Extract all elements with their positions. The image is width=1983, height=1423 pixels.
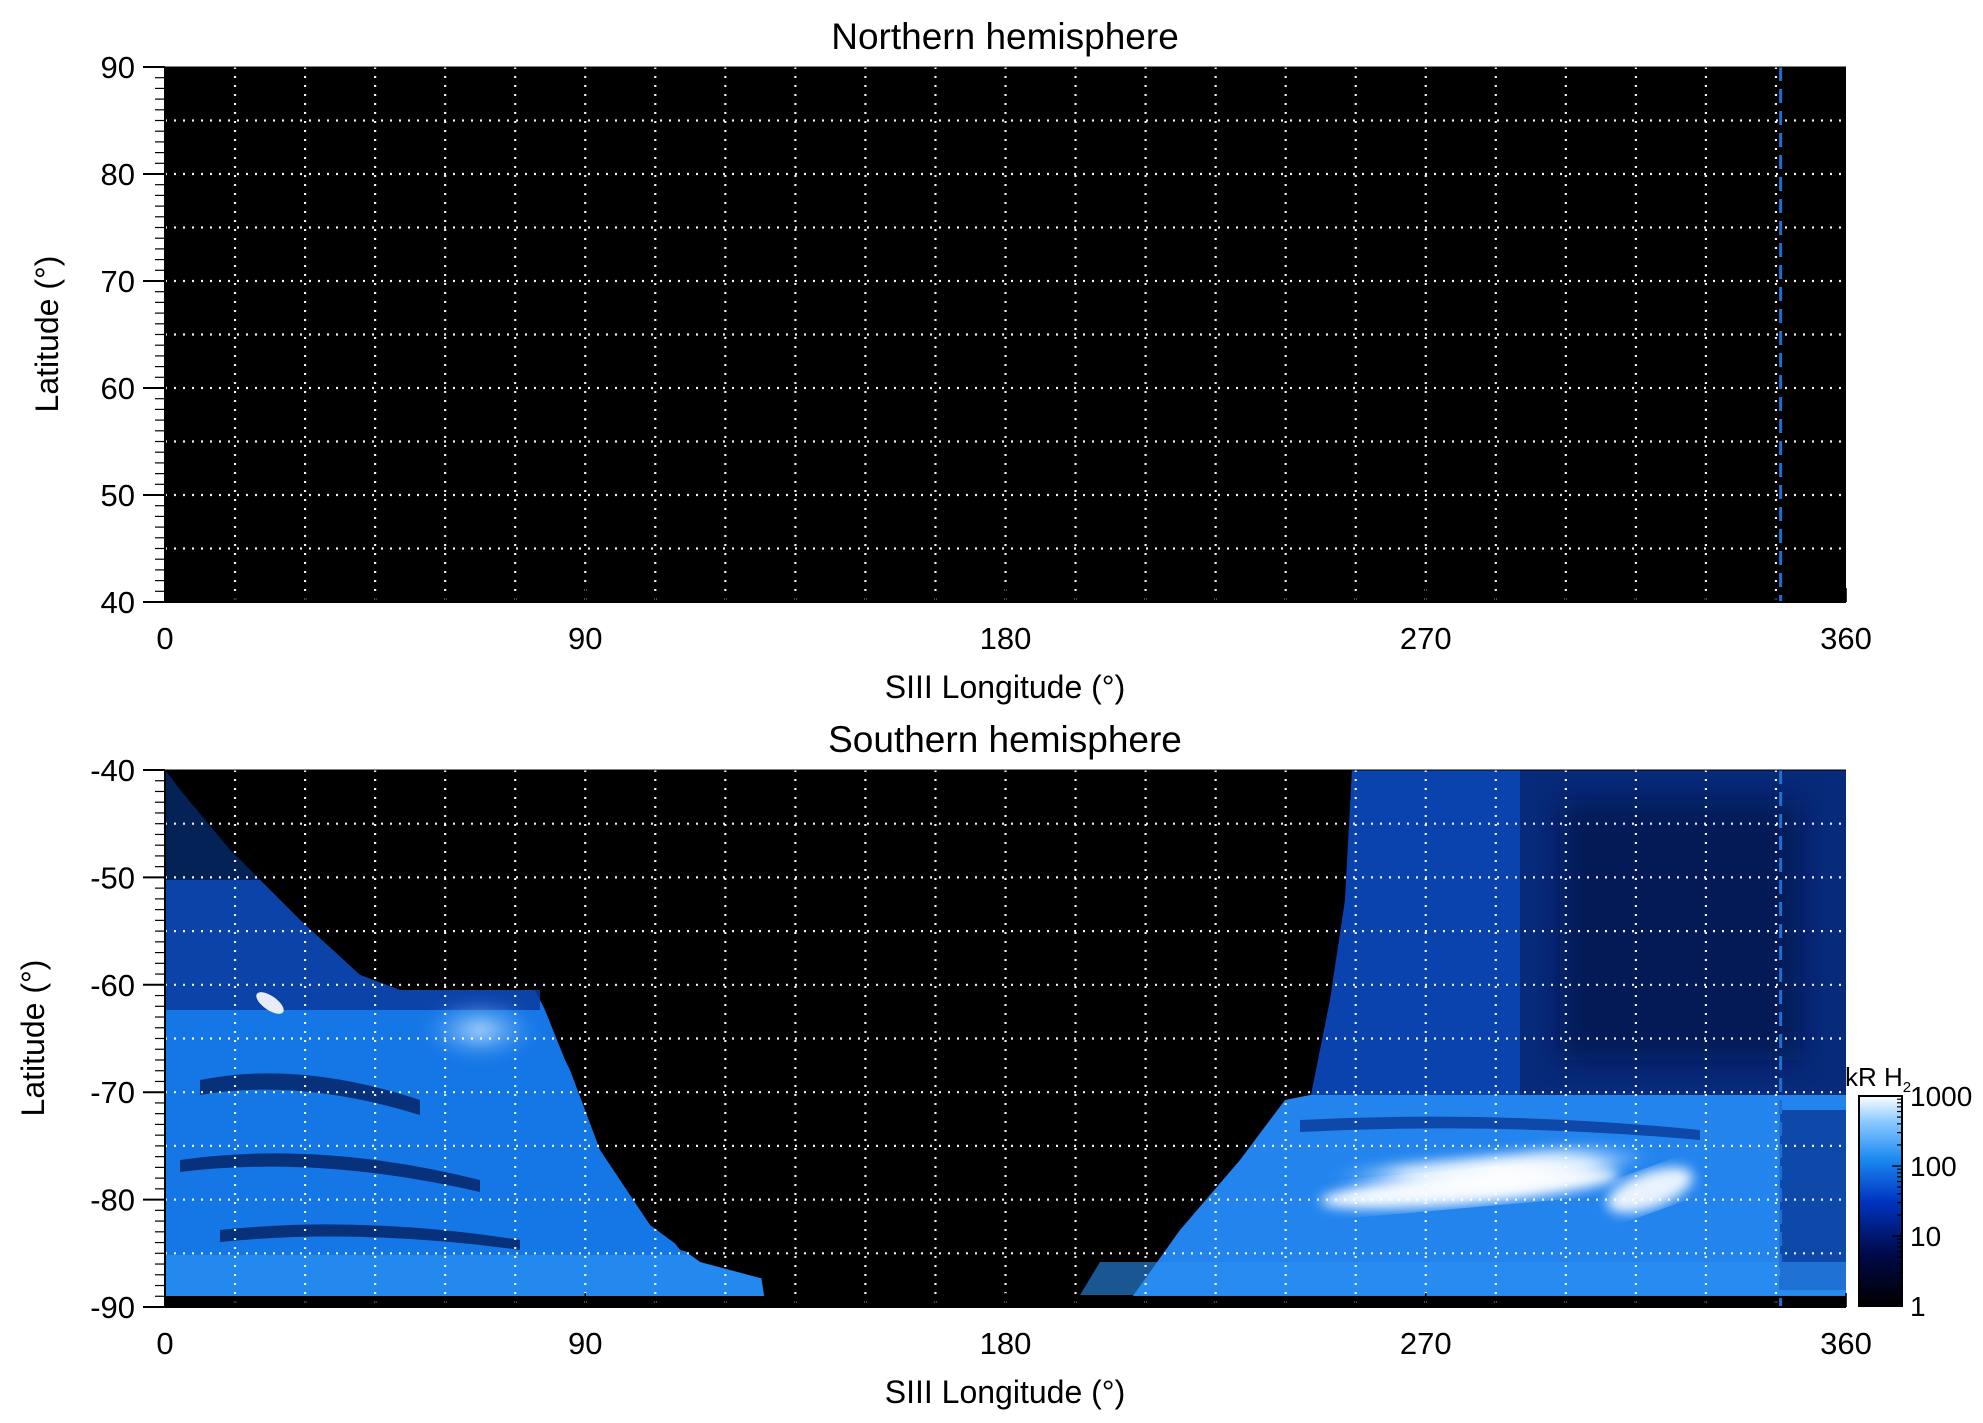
emission-right-darker [1560,800,1800,1060]
north-ylabel: Latitude (°) [29,256,65,413]
south-axes: -40 -50 -60 -70 -80 -90 0 90 180 270 360 [90,753,1872,1361]
south-xlabel: SIII Longitude (°) [885,1374,1125,1410]
north-xtick-label: 270 [1400,621,1452,656]
emission-left-fade [165,770,260,880]
south-xtick-label: 90 [568,1326,602,1361]
north-xtick-label: 0 [156,621,173,656]
south-xtick-label: 360 [1820,1326,1872,1361]
north-xtick-label: 180 [980,621,1032,656]
south-ytick-label: -40 [90,753,135,788]
north-ytick-label: 40 [101,585,135,620]
colorbar-label-sub: 2 [1903,1079,1911,1096]
emission-left-dark-streaks [180,1073,520,1250]
south-xtick-label: 270 [1400,1326,1452,1361]
emission-left-upper [165,770,540,1010]
north-ytick-label: 80 [101,157,135,192]
south-ytick-label: -60 [90,968,135,1003]
emission-right-core [1320,1167,1620,1209]
colorbar-tick-label: 10 [1910,1221,1941,1252]
colorbar-tick-label: 1000 [1910,1081,1972,1112]
south-ylabel: Latitude (°) [15,960,51,1117]
south-grid [165,770,1846,1307]
south-xtick-label: 0 [156,1326,173,1361]
limb-shadow [540,770,1352,1280]
south-xtick-label: 180 [980,1326,1032,1361]
north-ytick-label: 90 [101,50,135,85]
colorbar-label-main: kR H [1845,1062,1903,1092]
north-title: Northern hemisphere [831,16,1179,57]
emission-bottom-band [1080,1262,1846,1295]
colorbar-tick-label: 100 [1910,1151,1957,1182]
south-ytick-label: -90 [90,1290,135,1325]
emission-left-spot [256,992,284,1014]
emission-left-bright-arc [420,998,540,1062]
colorbar-label: kR H2 [1845,1062,1911,1096]
south-ytick-label: -70 [90,1075,135,1110]
emission-right-upper-speckle [1310,770,1520,1100]
north-axes: 40 50 60 70 80 90 0 90 180 270 360 [101,50,1872,656]
north-ytick-label: 50 [101,478,135,513]
colorbar-tick-label: 1 [1910,1291,1926,1322]
emission-left-bottom-band [165,1255,765,1300]
colorbar: kR H2 1 10 100 1000 [1845,1062,1972,1322]
colorbar-ticks: 1 10 100 1000 [1892,1081,1972,1322]
south-ytick-label: -50 [90,860,135,895]
north-ytick-label: 60 [101,371,135,406]
emission-right-spot [1607,1167,1693,1213]
north-xtick-label: 90 [568,621,602,656]
south-ytick-label: -80 [90,1183,135,1218]
north-grid [165,67,1846,602]
south-title: Southern hemisphere [828,719,1182,760]
colorbar-gradient [1858,1095,1903,1307]
south-panel: Southern hemisphere [15,719,1972,1410]
north-panel: Northern hemisphere 40 50 60 70 80 90 0 90 180 27… [29,16,1872,705]
north-xlabel: SIII Longitude (°) [885,669,1125,705]
north-ytick-label: 70 [101,264,135,299]
north-xtick-label: 360 [1820,621,1872,656]
